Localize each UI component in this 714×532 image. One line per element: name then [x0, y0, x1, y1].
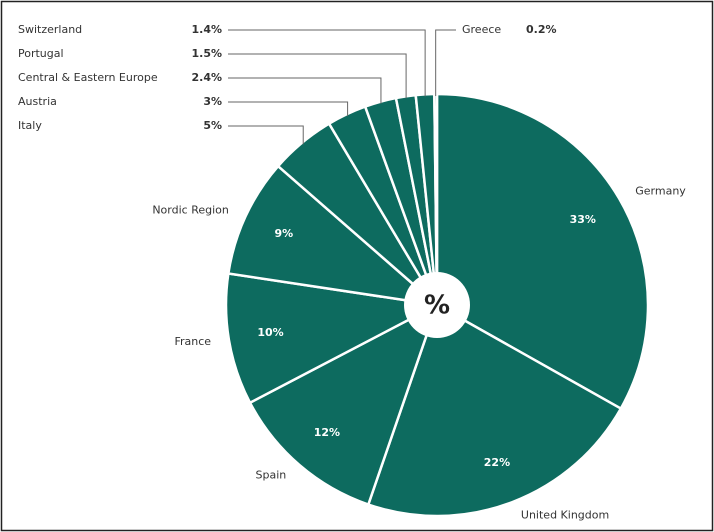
value-label: 1.5%	[191, 47, 222, 60]
category-label: Central & Eastern Europe	[18, 71, 158, 84]
value-label: 12%	[314, 426, 340, 439]
value-label: 10%	[257, 326, 283, 339]
value-label: 5%	[203, 119, 222, 132]
value-label: 9%	[275, 227, 294, 240]
value-label: 1.4%	[191, 23, 222, 36]
category-label: United Kingdom	[521, 508, 609, 521]
center-hole	[404, 272, 470, 338]
pie-slice	[224, 272, 441, 405]
leader-line	[228, 101, 349, 117]
center-label: %	[424, 291, 450, 321]
category-label: Greece	[462, 23, 501, 36]
category-label: Portugal	[18, 47, 64, 60]
category-label: Spain	[256, 469, 287, 482]
category-label: Austria	[18, 95, 57, 108]
category-label: Switzerland	[18, 23, 82, 36]
pie-slice	[366, 303, 623, 518]
value-label: 33%	[570, 213, 596, 226]
value-label: 3%	[203, 95, 222, 108]
leader-line	[228, 53, 407, 99]
leader-line	[435, 29, 456, 97]
value-label: 2.4%	[191, 71, 222, 84]
category-label: Nordic Region	[152, 203, 229, 216]
leader-line	[228, 125, 304, 145]
leader-line	[228, 77, 382, 104]
category-label: France	[175, 335, 212, 348]
value-label: 0.2%	[526, 23, 557, 36]
leader-line	[228, 29, 426, 97]
pie-slice	[226, 164, 442, 307]
category-label: Germany	[635, 184, 686, 197]
pie-slice	[435, 92, 650, 411]
category-label: Italy	[18, 119, 42, 132]
value-label: 22%	[484, 456, 510, 469]
pie-slice	[248, 302, 440, 507]
